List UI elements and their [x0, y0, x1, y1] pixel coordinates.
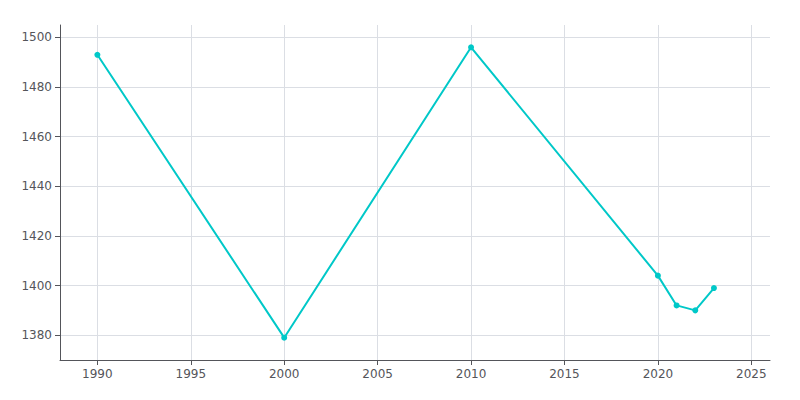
- svg-text:1380: 1380: [21, 328, 52, 342]
- svg-text:1995: 1995: [176, 367, 207, 381]
- svg-text:1990: 1990: [82, 367, 113, 381]
- svg-text:1500: 1500: [21, 30, 52, 44]
- svg-text:2015: 2015: [549, 367, 580, 381]
- svg-text:2020: 2020: [643, 367, 674, 381]
- svg-text:2025: 2025: [736, 367, 767, 381]
- svg-text:1440: 1440: [21, 179, 52, 193]
- svg-text:1400: 1400: [21, 279, 52, 293]
- svg-text:2010: 2010: [456, 367, 487, 381]
- svg-text:2000: 2000: [269, 367, 300, 381]
- svg-text:1420: 1420: [21, 229, 52, 243]
- svg-text:2005: 2005: [362, 367, 393, 381]
- svg-text:1480: 1480: [21, 80, 52, 94]
- svg-text:1460: 1460: [21, 130, 52, 144]
